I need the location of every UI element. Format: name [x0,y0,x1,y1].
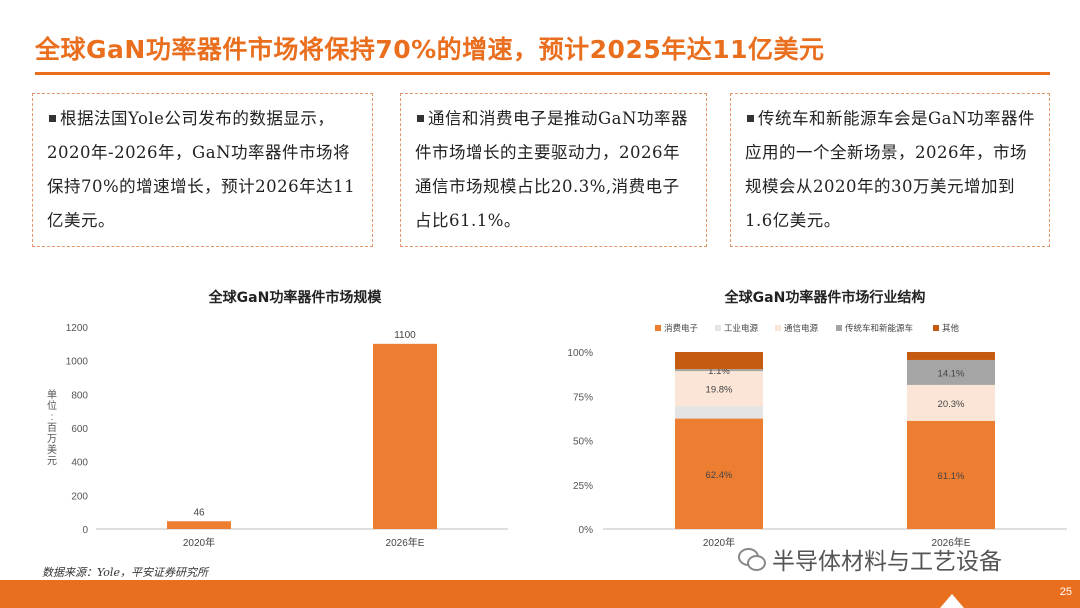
slide-title: 全球GaN功率器件市场将保持70%的增速，预计2025年达11亿美元 [35,35,825,64]
wechat-watermark: 半导体材料与工艺设备 [738,542,1002,576]
segment-data-label: 62.4% [706,470,733,481]
stack-segment [907,359,995,385]
title-underline [35,72,1050,75]
segment-data-label: 14.1% [938,368,965,379]
segment-data-label: 19.8% [706,385,733,396]
industry-structure-stacked-chart: 消费电子 工业电源 通信电源 传统车和新能源车 其他 0% 25% 50% 75% 100% 62.… [567,323,1067,549]
stack-segment [675,371,763,407]
y-tick-label: 75% [573,392,593,403]
legend-label: 通信电源 [784,323,819,333]
stack-segment [675,352,763,370]
y-tick-label: 1000 [66,357,89,368]
stack-segment [907,384,995,421]
bullet-icon [747,115,754,122]
market-size-chart-title: 全球GaN功率器件市场规模 [208,290,382,306]
key-point-text-1: 根据法国Yole公司发布的数据显示，2020年-2026年，GaN功率器件市场将… [47,109,356,230]
y-tick-label: 0 [82,525,88,536]
bar-data-label: 1100 [394,330,416,341]
legend-swatch [775,325,781,331]
data-source-note: 数据来源：Yole，平安证券研究所 [42,566,208,579]
y-axis-label: 单位:百万美元 [47,389,57,467]
y-tick-label: 1200 [66,323,89,334]
key-point-box-2: 通信和消费电子是推动GaN功率器件市场增长的主要驱动力，2026年通信市场规模占… [400,93,707,247]
bar-2 [373,343,437,529]
legend-swatch [836,325,842,331]
legend-label: 工业电源 [724,323,759,333]
stack-segment [907,352,995,360]
stack-segment [907,420,995,529]
y-tick-label: 800 [71,390,88,401]
market-size-bar-chart: 0 200 400 600 800 1000 1200 46 2020年 1100 2026年E 单位… [47,323,508,549]
y-tick-label: 400 [71,458,88,469]
footer-bar [0,580,1080,608]
bar-data-label: 46 [193,507,205,518]
y-tick-label: 200 [71,491,88,502]
x-tick-label: 2020年 [183,536,215,549]
legend-swatch [715,325,721,331]
segment-data-label: 61.1% [938,471,965,482]
y-tick-label: 0% [579,525,594,536]
key-point-text-3: 传统车和新能源车会是GaN功率器件应用的一个全新场景，2026年，市场规模会从2… [745,109,1035,230]
y-tick-label: 100% [567,348,593,359]
key-point-text-2: 通信和消费电子是推动GaN功率器件市场增长的主要驱动力，2026年通信市场规模占… [415,109,688,230]
y-tick-label: 50% [573,437,593,448]
bullet-icon [417,115,424,122]
legend-label: 传统车和新能源车 [845,323,913,333]
segment-data-label: 20.3% [938,399,965,410]
industry-structure-chart-title: 全球GaN功率器件市场行业结构 [724,290,926,306]
stack-segment [675,369,763,372]
key-point-box-3: 传统车和新能源车会是GaN功率器件应用的一个全新场景，2026年，市场规模会从2… [730,93,1050,247]
bullet-icon [49,115,56,122]
page-number: 25 [1059,586,1072,598]
y-tick-label: 600 [71,424,88,435]
stack-segment [675,418,763,529]
x-tick-label: 2026年E [932,536,971,549]
segment-data-label: 1.1% [708,366,730,377]
bar-1 [167,521,231,529]
legend-label: 其他 [942,323,960,333]
x-tick-label: 2020年 [703,536,735,549]
watermark-text: 半导体材料与工艺设备 [772,549,1002,575]
x-tick-label: 2026年E [386,536,425,549]
stack-segment [675,406,763,419]
key-point-box-1: 根据法国Yole公司发布的数据显示，2020年-2026年，GaN功率器件市场将… [32,93,373,247]
legend-swatch [655,325,661,331]
legend-label: 消费电子 [664,323,699,333]
wechat-icon [738,547,766,571]
legend-swatch [933,325,939,331]
y-tick-label: 25% [573,481,593,492]
